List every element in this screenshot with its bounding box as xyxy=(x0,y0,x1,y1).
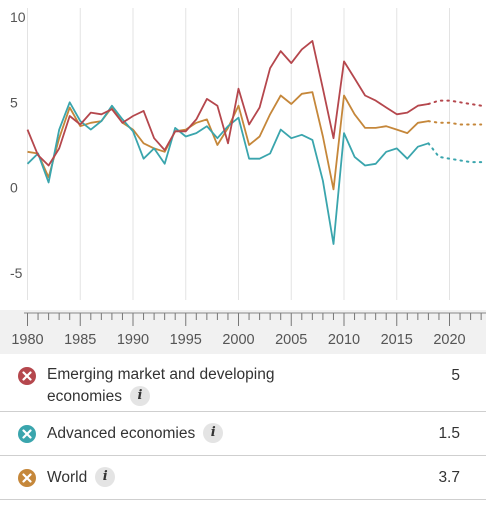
series-label: Emerging market and developing economies… xyxy=(47,364,347,408)
legend-row-emerging: Emerging market and developing economies… xyxy=(0,356,486,412)
remove-series-button[interactable] xyxy=(18,367,36,385)
y-tick-label--5: -5 xyxy=(10,265,23,281)
x-tick-label-1985: 1985 xyxy=(64,332,96,348)
legend-row-advanced: Advanced economies i 1.5 xyxy=(0,412,486,456)
x-tick-label-2005: 2005 xyxy=(275,332,307,348)
legend-row-world: World i 3.7 xyxy=(0,456,486,500)
series-projection-0 xyxy=(427,99,483,107)
y-tick-label-0: 0 xyxy=(10,180,18,196)
series-projection-2 xyxy=(427,120,483,126)
x-tick-label-2020: 2020 xyxy=(433,332,465,348)
info-icon[interactable]: i xyxy=(203,422,224,443)
x-tick-label-1980: 1980 xyxy=(11,332,43,348)
y-tick-label-10: 10 xyxy=(10,9,26,25)
remove-series-button[interactable] xyxy=(18,469,36,487)
series-label: Advanced economies i xyxy=(47,422,347,445)
series-label-line1: Emerging market and developing xyxy=(47,366,275,383)
series-value: 1.5 xyxy=(438,425,460,442)
x-axis: 1980 1985 1990 1995 2000 2005 2010 2015 2020 xyxy=(11,312,486,348)
x-tick-label-1990: 1990 xyxy=(117,332,149,348)
x-tick-label-2000: 2000 xyxy=(222,332,254,348)
x-tick-label-1995: 1995 xyxy=(170,332,202,348)
series-label-line1: World xyxy=(47,469,88,486)
x-tick-label-2015: 2015 xyxy=(381,332,413,348)
legend: Emerging market and developing economies… xyxy=(0,356,486,500)
close-x-icon xyxy=(22,429,32,439)
info-icon[interactable]: i xyxy=(95,466,116,487)
x-tick-label-2010: 2010 xyxy=(328,332,360,348)
close-x-icon xyxy=(22,473,32,483)
series-label-line2: economies xyxy=(47,388,122,405)
y-tick-label-5: 5 xyxy=(10,94,18,110)
series-label: World i xyxy=(47,466,347,489)
x-axis-band: 1980 1985 1990 1995 2000 2005 2010 2015 2020 xyxy=(0,310,486,354)
remove-series-button[interactable] xyxy=(18,425,36,443)
series-line-0 xyxy=(26,40,429,167)
series-projection-1 xyxy=(427,142,483,164)
series-line-1 xyxy=(26,101,429,245)
close-x-icon xyxy=(22,371,32,381)
series-line-2 xyxy=(27,91,429,191)
info-icon[interactable]: i xyxy=(129,385,150,406)
series-label-line1: Advanced economies xyxy=(47,425,196,442)
series-value: 3.7 xyxy=(438,469,460,486)
series-value: 5 xyxy=(451,367,460,384)
line-chart: 10 5 0 -5 xyxy=(10,8,483,300)
